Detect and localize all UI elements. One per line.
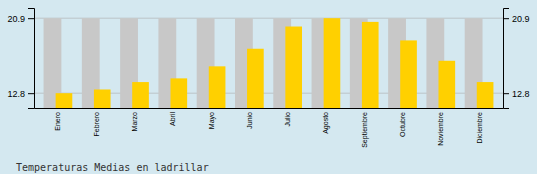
x-axis: Enero Febrero Marzo Abril Mayo Junio Julio Agos…	[35, 109, 504, 148]
tick-label: Mayo	[208, 112, 216, 129]
bar	[285, 27, 302, 108]
tick: Agosto	[322, 112, 330, 134]
axis-domain	[35, 108, 504, 109]
tick-label: Marzo	[131, 112, 138, 132]
tick-label: Enero	[54, 112, 61, 131]
bar	[56, 93, 73, 108]
bar	[132, 82, 149, 108]
tick-label: Junio	[246, 112, 253, 129]
tick: Junio	[246, 112, 253, 129]
tick-label: Julio	[284, 112, 291, 127]
axis-domain	[504, 9, 510, 109]
tick-label: 20.9	[512, 14, 530, 24]
tick-label: Octubre	[399, 112, 406, 137]
bar	[438, 61, 455, 108]
bar	[362, 22, 379, 108]
tick: Octubre	[399, 112, 406, 137]
background	[0, 0, 537, 174]
tick-mark	[28, 93, 34, 94]
tick: Marzo	[131, 112, 138, 132]
bar	[400, 40, 417, 108]
bar	[324, 18, 341, 108]
tick: Enero	[54, 112, 61, 131]
bar	[170, 78, 187, 108]
tick: 20.9	[7, 14, 34, 24]
tick-label: 12.8	[512, 89, 530, 99]
shadow-bars	[44, 18, 483, 108]
tick: 20.9	[503, 14, 530, 24]
y-axis-right: 12.8 20.9	[503, 9, 530, 109]
tick: Abril	[169, 112, 176, 126]
chart: 12.8 20.9 12.8 20.9 Enero Febrero Marzo Abril Ma…	[0, 0, 537, 174]
y-axis-left: 12.8 20.9	[7, 9, 34, 109]
bar	[94, 89, 111, 108]
tick: Noviembre	[437, 112, 444, 146]
tick-label: Agosto	[322, 112, 330, 134]
tick-label: Abril	[169, 112, 176, 126]
tick-label: Febrero	[93, 112, 100, 137]
bar	[247, 49, 264, 108]
tick-label: Noviembre	[437, 112, 444, 146]
tick-mark	[28, 18, 34, 19]
tick-label: 20.9	[7, 14, 25, 24]
tick: Diciembre	[476, 112, 483, 144]
tick-label: 12.8	[7, 89, 25, 99]
tick: Mayo	[208, 112, 216, 129]
tick-label: Diciembre	[476, 112, 483, 144]
plot: 12.8 20.9 12.8 20.9 Enero Febrero Marzo Abril Ma…	[7, 9, 529, 148]
tick: Febrero	[93, 112, 100, 137]
tick-mark	[503, 93, 509, 94]
tick: 12.8	[7, 89, 34, 99]
title: Temperaturas Medias en ladrillar	[16, 162, 209, 173]
bars	[56, 18, 494, 108]
tick-mark	[503, 18, 509, 19]
tick-label: Septiembre	[361, 112, 369, 148]
tick: Julio	[284, 112, 291, 127]
axis-domain	[28, 9, 35, 109]
tick: 12.8	[503, 89, 530, 99]
bar	[477, 82, 494, 108]
tick: Septiembre	[361, 112, 369, 148]
bar	[209, 66, 226, 108]
marks	[44, 18, 494, 108]
